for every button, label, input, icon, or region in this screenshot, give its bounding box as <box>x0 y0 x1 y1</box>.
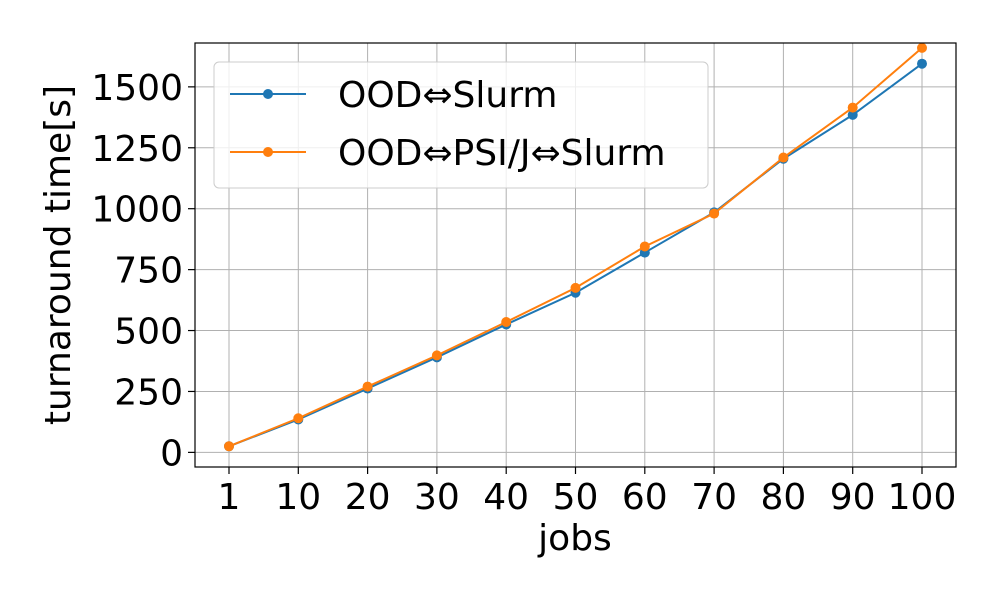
x-tick-label: 100 <box>888 477 957 518</box>
data-point <box>709 208 720 219</box>
y-tick-label: 250 <box>114 372 183 413</box>
data-point <box>293 413 304 424</box>
data-point <box>639 241 650 252</box>
axis-ticks: 1 10 20 30 40 50 60 70 80 90 100025050075010001250… <box>91 68 956 518</box>
y-tick-label: 1250 <box>91 129 183 170</box>
data-point <box>917 58 927 69</box>
data-point <box>501 317 512 328</box>
legend-swatch-marker <box>263 89 273 99</box>
x-tick-label: 20 <box>345 477 391 518</box>
x-tick-label: 1 <box>218 477 241 518</box>
data-point <box>362 381 373 392</box>
x-tick-label: 40 <box>483 477 529 518</box>
data-point <box>778 152 789 163</box>
x-tick-label: 50 <box>553 477 599 518</box>
x-tick-label: 30 <box>414 477 460 518</box>
y-tick-label: 1500 <box>91 68 183 109</box>
y-tick-label: 0 <box>160 433 183 474</box>
data-point <box>847 109 858 120</box>
y-axis-label: turnaround time[s] <box>38 85 79 425</box>
x-tick-label: 90 <box>830 477 876 518</box>
series-lines <box>224 42 927 452</box>
y-tick-label: 1000 <box>91 190 183 231</box>
x-axis-label: jobs <box>537 518 612 559</box>
x-tick-label: 80 <box>760 477 806 518</box>
data-point <box>847 102 858 113</box>
data-point <box>431 350 442 361</box>
data-point <box>917 42 927 53</box>
x-tick-label: 70 <box>691 477 737 518</box>
x-tick-label: 10 <box>275 477 321 518</box>
legend-box <box>213 61 709 189</box>
y-tick-label: 750 <box>114 251 183 292</box>
y-tick-label: 500 <box>114 312 183 353</box>
data-point <box>570 282 581 293</box>
data-point <box>224 441 234 452</box>
x-tick-label: 60 <box>622 477 668 518</box>
legend-label: OOD⇔Slurm <box>338 75 557 116</box>
legend: OOD⇔Slurm OOD⇔PSI/J⇔Slurm <box>213 61 709 189</box>
legend-swatch-marker <box>263 147 273 157</box>
legend-label: OOD⇔PSI/J⇔Slurm <box>338 133 666 174</box>
